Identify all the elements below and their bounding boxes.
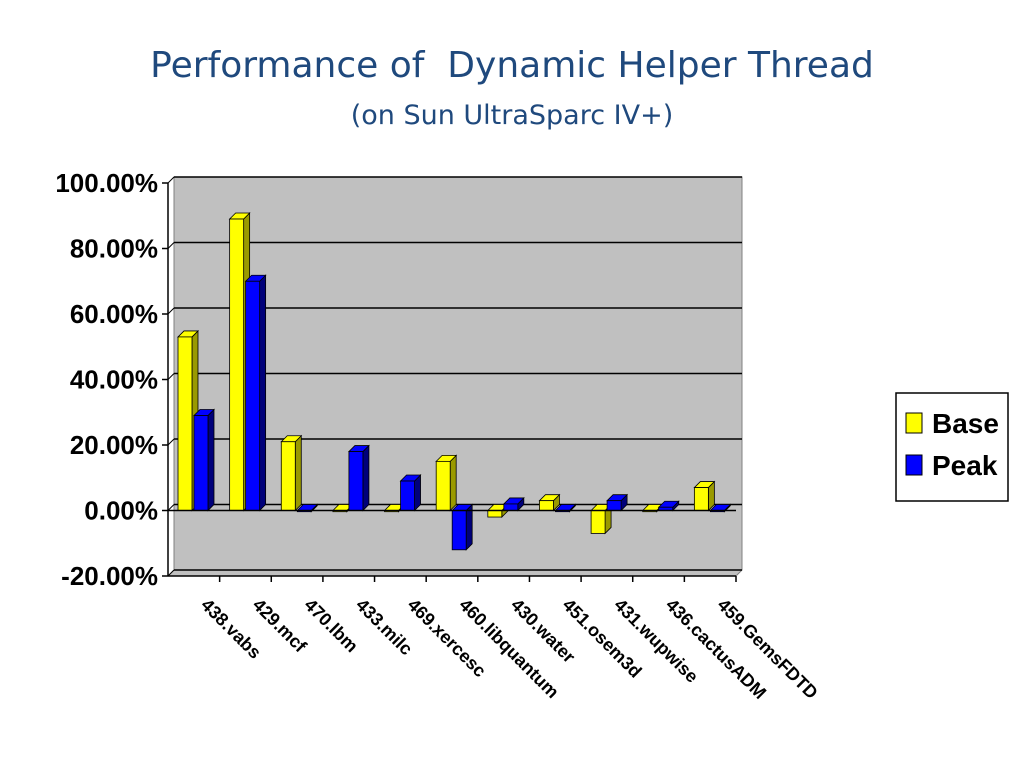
gridline-connector xyxy=(167,438,175,446)
bar-peak xyxy=(244,274,267,512)
legend-swatch-peak xyxy=(905,454,923,476)
bar-peak xyxy=(193,408,215,512)
bar-base xyxy=(435,454,458,512)
legend: Base Peak xyxy=(895,392,1009,502)
y-tick-label: 0.00% xyxy=(84,496,158,526)
bar-base xyxy=(693,480,716,512)
gridline-connector xyxy=(167,569,175,577)
axes xyxy=(162,182,737,582)
y-tick-label: 40.00% xyxy=(70,365,158,395)
gridline-connector xyxy=(167,373,175,380)
slide-subtitle: (on Sun UltraSparc IV+) xyxy=(350,100,674,131)
gridlines xyxy=(167,176,742,577)
y-tick-label: 100.00% xyxy=(55,168,158,198)
gridline-connector xyxy=(167,504,175,511)
bar-peak xyxy=(451,503,474,551)
legend-label-peak: Peak xyxy=(932,450,998,481)
bar-base xyxy=(590,503,613,535)
y-tick-label: 60.00% xyxy=(70,299,158,329)
y-axis-tick-labels: 100.00% 80.00% 60.00% 40.00% 20.00% 0.00% -20.… xyxy=(55,168,158,591)
y-tick-label: 80.00% xyxy=(70,234,158,264)
y-tick-label: 20.00% xyxy=(70,430,158,460)
gridline-connector xyxy=(167,242,175,249)
bar-peak xyxy=(399,474,422,512)
x-axis-tick-labels: 438.vabs429.mcf470.lbm433.milc469.xerces… xyxy=(197,595,822,703)
gridline-connector xyxy=(167,307,175,315)
legend-swatch-base xyxy=(905,412,923,434)
gridline-connector xyxy=(167,176,175,184)
slide-title: Performance of Dynamic Helper Thread xyxy=(150,45,874,86)
bar-base xyxy=(538,493,561,512)
x-tick-label: 470.lbm xyxy=(300,595,362,657)
bar-peak xyxy=(347,444,370,512)
y-tick-label: -20.00% xyxy=(61,561,158,591)
bar-base xyxy=(280,434,303,512)
bar-peak xyxy=(657,500,680,512)
legend-label-base: Base xyxy=(932,408,999,439)
legend-box xyxy=(895,392,1009,502)
